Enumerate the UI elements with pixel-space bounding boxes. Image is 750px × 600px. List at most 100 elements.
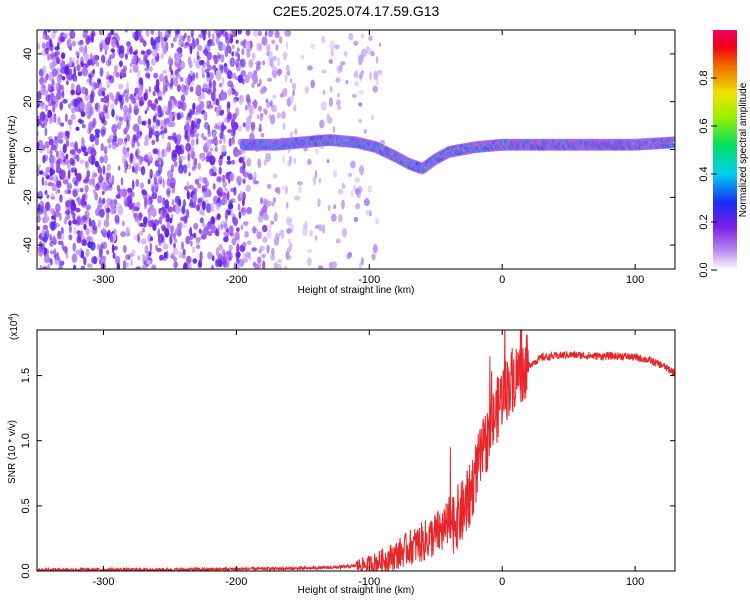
spectrogram-noise-blob xyxy=(189,70,193,77)
spectrogram-noise-blob xyxy=(282,51,288,61)
spectrogram-noise-blob xyxy=(212,65,217,71)
spectrogram-noise-blob xyxy=(213,54,219,65)
spectrogram-noise-blob xyxy=(169,232,174,238)
spectrogram-noise-blob xyxy=(368,35,373,42)
spectrogram-noise-blob xyxy=(56,251,59,262)
spectrogram-noise-blob xyxy=(66,182,73,190)
spectrogram-noise-blob xyxy=(147,118,152,126)
spectrogram-noise-blob xyxy=(37,115,40,122)
spectrogram-noise-blob xyxy=(155,78,160,89)
spectrogram-noise-blob xyxy=(262,60,265,66)
spectrogram-noise-blob xyxy=(140,50,146,55)
spectrogram-noise-blob xyxy=(80,265,85,269)
spectrogram-x-tick-label: 0 xyxy=(499,274,505,286)
spectrogram-noise-blob xyxy=(164,149,168,158)
spectrogram-noise-blob xyxy=(111,244,115,254)
spectrogram-noise-blob xyxy=(152,42,157,51)
spectrogram-noise-blob xyxy=(93,172,98,178)
spectrogram-noise-blob xyxy=(245,30,251,36)
spectrogram-noise-blob xyxy=(193,222,199,230)
spectrogram-noise-blob xyxy=(37,103,40,108)
spectrogram-noise-blob xyxy=(222,196,228,205)
spectrogram-noise-blob xyxy=(348,32,354,41)
spectrogram-noise-blob xyxy=(92,225,98,231)
spectrogram-noise-blob xyxy=(227,190,230,201)
spectrogram-noise-blob xyxy=(210,264,214,269)
spectrogram-noise-blob xyxy=(351,93,357,99)
spectrogram-noise-blob xyxy=(84,104,88,111)
spectrogram-noise-blob xyxy=(150,30,155,35)
spectrogram-noise-blob xyxy=(162,178,165,189)
spectrogram-noise-blob xyxy=(93,256,98,265)
spectrogram-noise-blob xyxy=(70,167,75,173)
spectrogram-noise-blob xyxy=(208,79,212,89)
spectrogram-noise-blob xyxy=(132,124,139,132)
spectrogram-noise-blob xyxy=(230,84,235,91)
spectrogram-noise-blob xyxy=(187,265,190,269)
spectrogram-noise-blob xyxy=(358,54,364,64)
spectrogram-noise-blob xyxy=(39,101,46,110)
spectrogram-noise-blob xyxy=(83,223,87,230)
spectrogram-noise-blob xyxy=(271,39,276,45)
spectrogram-noise-blob xyxy=(145,30,150,37)
spectrogram-noise-blob xyxy=(139,230,144,236)
spectrogram-y-tick-label: 20 xyxy=(22,96,34,108)
spectrogram-noise-blob xyxy=(238,157,244,164)
spectrogram-noise-blob xyxy=(244,231,249,238)
spectrogram-noise-blob xyxy=(147,220,154,228)
spectrogram-noise-blob xyxy=(192,58,196,64)
spectrogram-noise-blob xyxy=(322,89,326,95)
spectrogram-noise-blob xyxy=(55,187,58,195)
spectrogram-noise-blob xyxy=(80,61,84,67)
spectrogram-noise-blob xyxy=(287,148,291,154)
spectrogram-noise-blob xyxy=(189,60,193,69)
spectrogram-noise-blob xyxy=(146,59,150,69)
spectrogram-noise-blob xyxy=(343,50,348,58)
spectrogram-noise-blob xyxy=(228,200,233,205)
spectrogram-noise-blob xyxy=(72,189,78,198)
spectrogram-noise-blob xyxy=(78,235,81,242)
spectrogram-noise-blob xyxy=(224,209,228,220)
spectrogram-noise-blob xyxy=(358,102,363,107)
spectrogram-noise-blob xyxy=(148,251,152,257)
spectrogram-noise-blob xyxy=(166,220,171,230)
spectrogram-noise-blob xyxy=(49,240,54,247)
spectrogram-noise-blob xyxy=(65,156,69,166)
spectrogram-noise-blob xyxy=(236,227,240,233)
spectrogram-noise-blob xyxy=(185,235,191,245)
spectrogram-noise-blob xyxy=(262,205,268,213)
spectrogram-noise-blob xyxy=(66,80,69,86)
spectrogram-y-ticks: -40 -20 0 20 40 xyxy=(22,48,675,253)
spectrogram-noise-blob xyxy=(178,164,184,174)
spectrogram-noise-blob xyxy=(108,177,113,184)
spectrogram-noise-blob xyxy=(141,189,146,195)
spectrogram-noise-blob xyxy=(83,151,89,157)
spectrogram-noise-blob xyxy=(80,187,84,193)
spectrogram-noise-blob xyxy=(361,48,367,58)
spectrogram-y-label: Frequency (Hz) xyxy=(7,116,18,185)
spectrogram-noise-blob xyxy=(40,84,43,91)
spectrogram-noise-blob xyxy=(99,42,104,50)
spectrogram-noise-blob xyxy=(48,93,51,103)
spectrogram-noise-blob xyxy=(353,184,356,192)
spectrogram-noise-blob xyxy=(73,264,77,269)
colorbar-ticks: 0.0 0.2 0.4 0.6 0.8 xyxy=(698,70,717,278)
spectrogram-noise-blob xyxy=(281,185,285,191)
spectrogram-noise-blob xyxy=(201,221,206,228)
spectrogram-noise-blob xyxy=(128,253,134,258)
spectrogram-noise-blob xyxy=(77,40,82,46)
spectrogram-noise-blob xyxy=(133,206,140,212)
spectrogram-noise-blob xyxy=(238,125,242,133)
spectrogram-noise-blob xyxy=(110,30,114,36)
spectrogram-noise-blob xyxy=(151,192,158,200)
spectrogram-noise-blob xyxy=(198,33,204,39)
spectrogram-noise-blob xyxy=(162,84,167,94)
spectrogram-noise-blob xyxy=(334,44,340,50)
spectrogram-noise-blob xyxy=(64,189,70,195)
spectrogram-noise-blob xyxy=(189,198,193,206)
spectrogram-noise-blob xyxy=(335,238,341,244)
spectrogram-noise-blob xyxy=(122,220,125,227)
spectrogram-noise-blob xyxy=(286,201,289,209)
spectrogram-noise-blob xyxy=(205,203,212,214)
spectrogram-noise-blob xyxy=(52,60,57,67)
